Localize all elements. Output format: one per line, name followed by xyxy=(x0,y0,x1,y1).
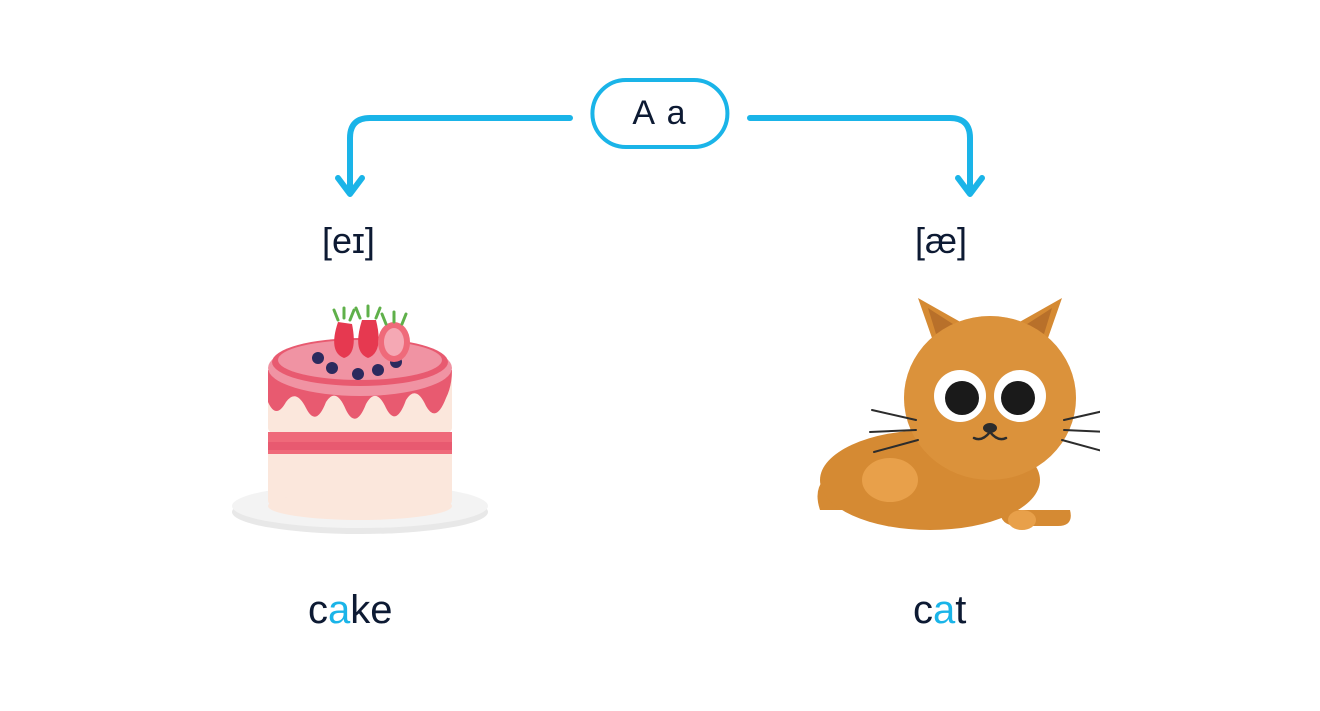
letter-badge: A a xyxy=(590,78,729,149)
cat-illustration xyxy=(800,280,1100,540)
phonetic-left: [eɪ] xyxy=(322,220,375,262)
word-right: cat xyxy=(913,588,966,633)
word-right-suffix: t xyxy=(955,588,966,632)
word-right-highlight: a xyxy=(933,588,955,632)
cake-illustration xyxy=(210,280,510,540)
phonetic-right: [æ] xyxy=(915,220,967,262)
word-left-highlight: a xyxy=(328,588,350,632)
word-left-prefix: c xyxy=(308,588,328,632)
word-left-suffix: ke xyxy=(350,588,392,632)
word-right-prefix: c xyxy=(913,588,933,632)
word-left: cake xyxy=(308,588,393,633)
